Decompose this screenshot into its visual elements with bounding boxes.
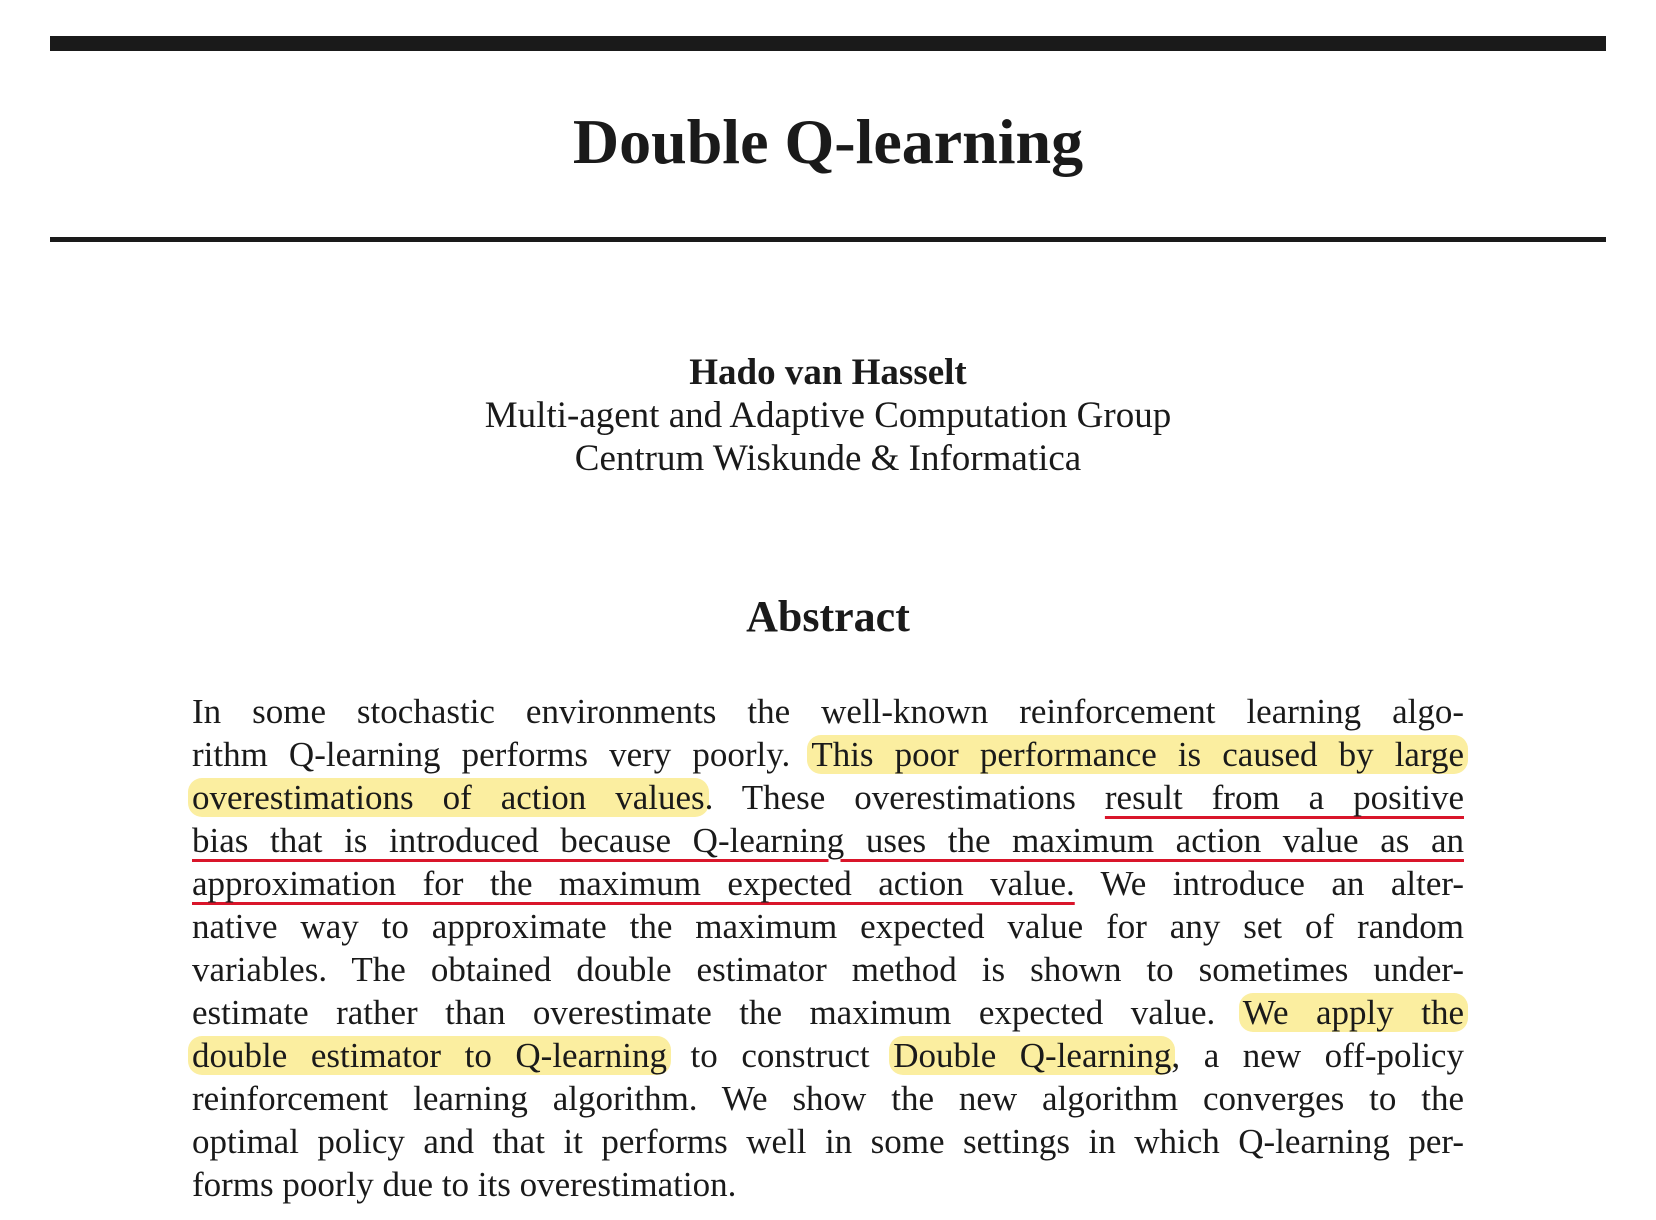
title-bottom-rule <box>50 237 1606 242</box>
abstract-text: optimal policy and that it performs well… <box>192 1122 1464 1161</box>
abstract-text: to construct <box>667 1036 894 1075</box>
underlined-text: result from a positive <box>1104 778 1464 817</box>
abstract-text: We introduce an alter- <box>1074 864 1464 903</box>
author-affiliation-group: Multi-agent and Adaptive Computation Gro… <box>484 395 1172 436</box>
abstract-line: overestimations of action values. These … <box>188 776 1464 819</box>
abstract-text: reinforcement learning algorithm. We sho… <box>192 1079 1464 1118</box>
title-top-rule <box>50 36 1606 51</box>
abstract-text: In some stochastic environments the well… <box>192 692 1464 731</box>
abstract-line: estimate rather than overestimate the ma… <box>192 991 1468 1034</box>
abstract-text: forms poorly due to its overestimation. <box>192 1165 737 1204</box>
abstract-text: rithm Q-learning performs very poorly. <box>192 735 812 774</box>
abstract-line: rithm Q-learning performs very poorly. T… <box>192 733 1469 776</box>
abstract-line: bias that is introduced because Q-learni… <box>192 819 1464 862</box>
abstract-line: variables. The obtained double estimator… <box>192 948 1464 991</box>
abstract-line: native way to approximate the maximum ex… <box>192 905 1464 948</box>
abstract-body: In some stochastic environments the well… <box>188 690 1469 1206</box>
paper-title: Double Q-learning <box>572 106 1084 177</box>
abstract-line: approximation for the maximum expected a… <box>192 862 1464 905</box>
highlighted-text: overestimations of action values <box>188 778 709 817</box>
abstract-text: native way to approximate the maximum ex… <box>192 907 1464 946</box>
abstract-text: estimate rather than overestimate the ma… <box>192 993 1243 1032</box>
author-block: Hado van Hasselt Multi-agent and Adaptiv… <box>0 351 1656 480</box>
abstract-line: In some stochastic environments the well… <box>192 690 1464 733</box>
highlighted-text: This poor performance is caused by large <box>807 735 1469 774</box>
abstract-line: optimal policy and that it performs well… <box>192 1120 1464 1163</box>
abstract-text: , a new off-policy <box>1171 1036 1464 1075</box>
abstract-line: forms poorly due to its overestimation. <box>192 1163 1464 1206</box>
abstract-heading: Abstract <box>746 592 910 641</box>
highlighted-text: Double Q-learning <box>889 1036 1176 1075</box>
underlined-text: approximation for the maximum expected a… <box>192 864 1075 903</box>
author-name: Hado van Hasselt <box>689 352 967 393</box>
abstract-line: reinforcement learning algorithm. We sho… <box>192 1077 1464 1120</box>
abstract-text: . These overestimations <box>704 778 1105 817</box>
highlighted-text: double estimator to Q-learning <box>188 1036 671 1075</box>
highlighted-text: We apply the <box>1238 993 1468 1032</box>
underlined-text: bias that is introduced because Q-learni… <box>192 821 1464 860</box>
author-affiliation-institute: Centrum Wiskunde & Informatica <box>574 438 1082 479</box>
abstract-line: double estimator to Q-learning to constr… <box>188 1034 1464 1077</box>
abstract-text: variables. The obtained double estimator… <box>192 950 1464 989</box>
